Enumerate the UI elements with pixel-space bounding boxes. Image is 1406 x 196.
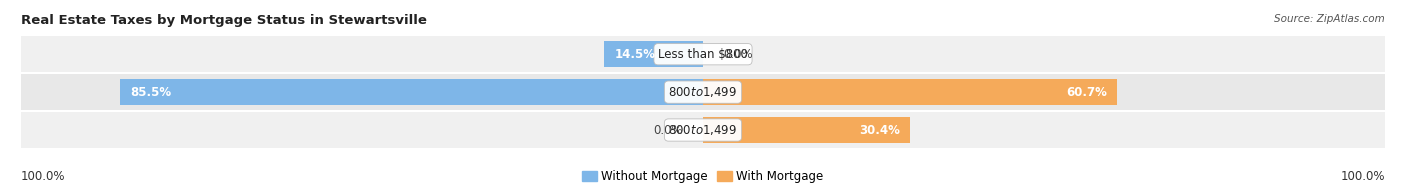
Text: 14.5%: 14.5% [614, 48, 655, 61]
Text: 100.0%: 100.0% [21, 170, 66, 183]
Text: Real Estate Taxes by Mortgage Status in Stewartsville: Real Estate Taxes by Mortgage Status in … [21, 14, 427, 27]
Bar [703, 79, 1116, 105]
Text: $800 to $1,499: $800 to $1,499 [668, 123, 738, 137]
Text: 0.0%: 0.0% [724, 48, 754, 61]
Bar [120, 79, 703, 105]
Legend: Without Mortgage, With Mortgage: Without Mortgage, With Mortgage [578, 166, 828, 188]
Text: 60.7%: 60.7% [1066, 86, 1107, 99]
Bar [703, 117, 910, 143]
Text: Less than $800: Less than $800 [658, 48, 748, 61]
Text: 85.5%: 85.5% [131, 86, 172, 99]
Bar [605, 41, 703, 67]
Text: 100.0%: 100.0% [1340, 170, 1385, 183]
Text: $800 to $1,499: $800 to $1,499 [668, 85, 738, 99]
Text: 0.0%: 0.0% [652, 123, 682, 136]
Text: 30.4%: 30.4% [859, 123, 900, 136]
Text: Source: ZipAtlas.com: Source: ZipAtlas.com [1274, 14, 1385, 24]
